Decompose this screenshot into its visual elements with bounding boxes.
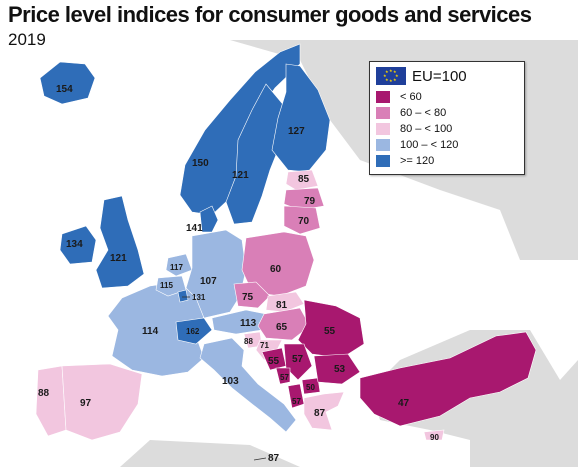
label-hungary: 65 xyxy=(276,322,288,333)
legend-item-label: 80 – < 100 xyxy=(400,123,453,135)
legend-swatch xyxy=(376,139,390,151)
region-portugal xyxy=(35,365,67,437)
legend-item: < 60 xyxy=(370,89,524,105)
legend-item-label: < 60 xyxy=(400,91,422,103)
legend-swatch xyxy=(376,91,390,103)
region-switzerland xyxy=(175,317,213,345)
label-north-macedonia: 50 xyxy=(306,383,315,392)
region-belgium xyxy=(155,275,187,297)
label-estonia: 85 xyxy=(298,174,310,185)
label-bosnia: 55 xyxy=(268,356,280,367)
region-czechia xyxy=(233,281,271,309)
label-switzerland: 162 xyxy=(186,327,200,336)
page-title: Price level indices for consumer goods a… xyxy=(8,2,532,27)
label-spain: 97 xyxy=(80,398,92,409)
label-latvia: 79 xyxy=(304,196,316,207)
region-spain xyxy=(61,363,143,441)
label-italy: 103 xyxy=(222,376,239,387)
label-denmark: 141 xyxy=(186,223,203,234)
region-italy xyxy=(199,337,297,433)
label-albania: 57 xyxy=(292,397,301,406)
legend-swatch xyxy=(376,107,390,119)
region-north-macedonia xyxy=(301,377,321,395)
label-ireland: 134 xyxy=(66,239,83,250)
region-lithuania xyxy=(283,205,321,235)
legend-item: >= 120 xyxy=(370,153,524,169)
legend-swatch xyxy=(376,123,390,135)
region-denmark xyxy=(199,205,219,233)
legend-swatch xyxy=(376,155,390,167)
label-germany: 107 xyxy=(200,276,217,287)
label-turkey: 47 xyxy=(398,398,410,409)
label-sweden: 121 xyxy=(232,170,249,181)
label-austria: 113 xyxy=(240,318,257,329)
region-serbia xyxy=(283,343,313,381)
region-luxembourg xyxy=(177,289,189,303)
eu-flag-icon: ★ ★ ★ ★ ★ ★ ★ ★ xyxy=(376,67,406,85)
label-serbia: 57 xyxy=(292,354,304,365)
region-greece xyxy=(303,391,345,431)
region-iceland xyxy=(39,61,96,105)
region-uk xyxy=(95,195,145,289)
legend-item-label: >= 120 xyxy=(400,155,435,167)
region-bulgaria xyxy=(313,353,361,385)
page-subtitle: 2019 xyxy=(8,30,46,49)
land-africa xyxy=(120,440,300,467)
label-netherlands: 117 xyxy=(170,263,183,272)
label-lithuania: 70 xyxy=(298,216,310,227)
label-poland: 60 xyxy=(270,264,282,275)
label-greece: 87 xyxy=(314,408,326,419)
label-malta: 87 xyxy=(268,453,280,464)
region-germany xyxy=(185,229,247,319)
map-legend: ★ ★ ★ ★ ★ ★ ★ ★ EU=100 < 60 60 – < 80 80… xyxy=(369,61,525,175)
region-montenegro xyxy=(275,367,291,385)
legend-item: 60 – < 80 xyxy=(370,105,524,121)
label-iceland: 154 xyxy=(56,84,73,95)
label-cyprus: 90 xyxy=(430,433,439,442)
label-france: 114 xyxy=(142,326,159,337)
label-montenegro: 57 xyxy=(280,373,289,382)
label-croatia: 71 xyxy=(260,341,269,350)
legend-item-label: 100 – < 120 xyxy=(400,139,459,151)
legend-item: 80 – < 100 xyxy=(370,121,524,137)
region-estonia xyxy=(285,169,319,191)
label-czechia: 75 xyxy=(242,292,254,303)
label-luxembourg: 131 xyxy=(192,293,206,302)
legend-item-label: 60 – < 80 xyxy=(400,107,447,119)
region-slovakia xyxy=(265,291,305,313)
label-bulgaria: 53 xyxy=(334,364,346,375)
region-turkey xyxy=(359,331,537,427)
label-slovakia: 81 xyxy=(276,300,288,311)
legend-item: 100 – < 120 xyxy=(370,137,524,153)
region-netherlands xyxy=(165,253,193,277)
region-ireland xyxy=(59,225,97,265)
label-portugal: 88 xyxy=(38,388,50,399)
label-slovenia: 88 xyxy=(244,337,253,346)
region-cyprus xyxy=(423,429,445,441)
malta-leader-line xyxy=(253,457,267,461)
legend-header: ★ ★ ★ ★ ★ ★ ★ ★ EU=100 xyxy=(370,62,524,89)
label-belgium: 115 xyxy=(160,281,173,290)
label-finland: 127 xyxy=(288,126,305,137)
label-romania: 55 xyxy=(324,326,336,337)
label-uk: 121 xyxy=(110,253,127,264)
region-hungary xyxy=(257,307,311,341)
legend-reference-label: EU=100 xyxy=(412,67,467,85)
region-poland xyxy=(241,231,315,297)
label-norway: 150 xyxy=(192,158,209,169)
